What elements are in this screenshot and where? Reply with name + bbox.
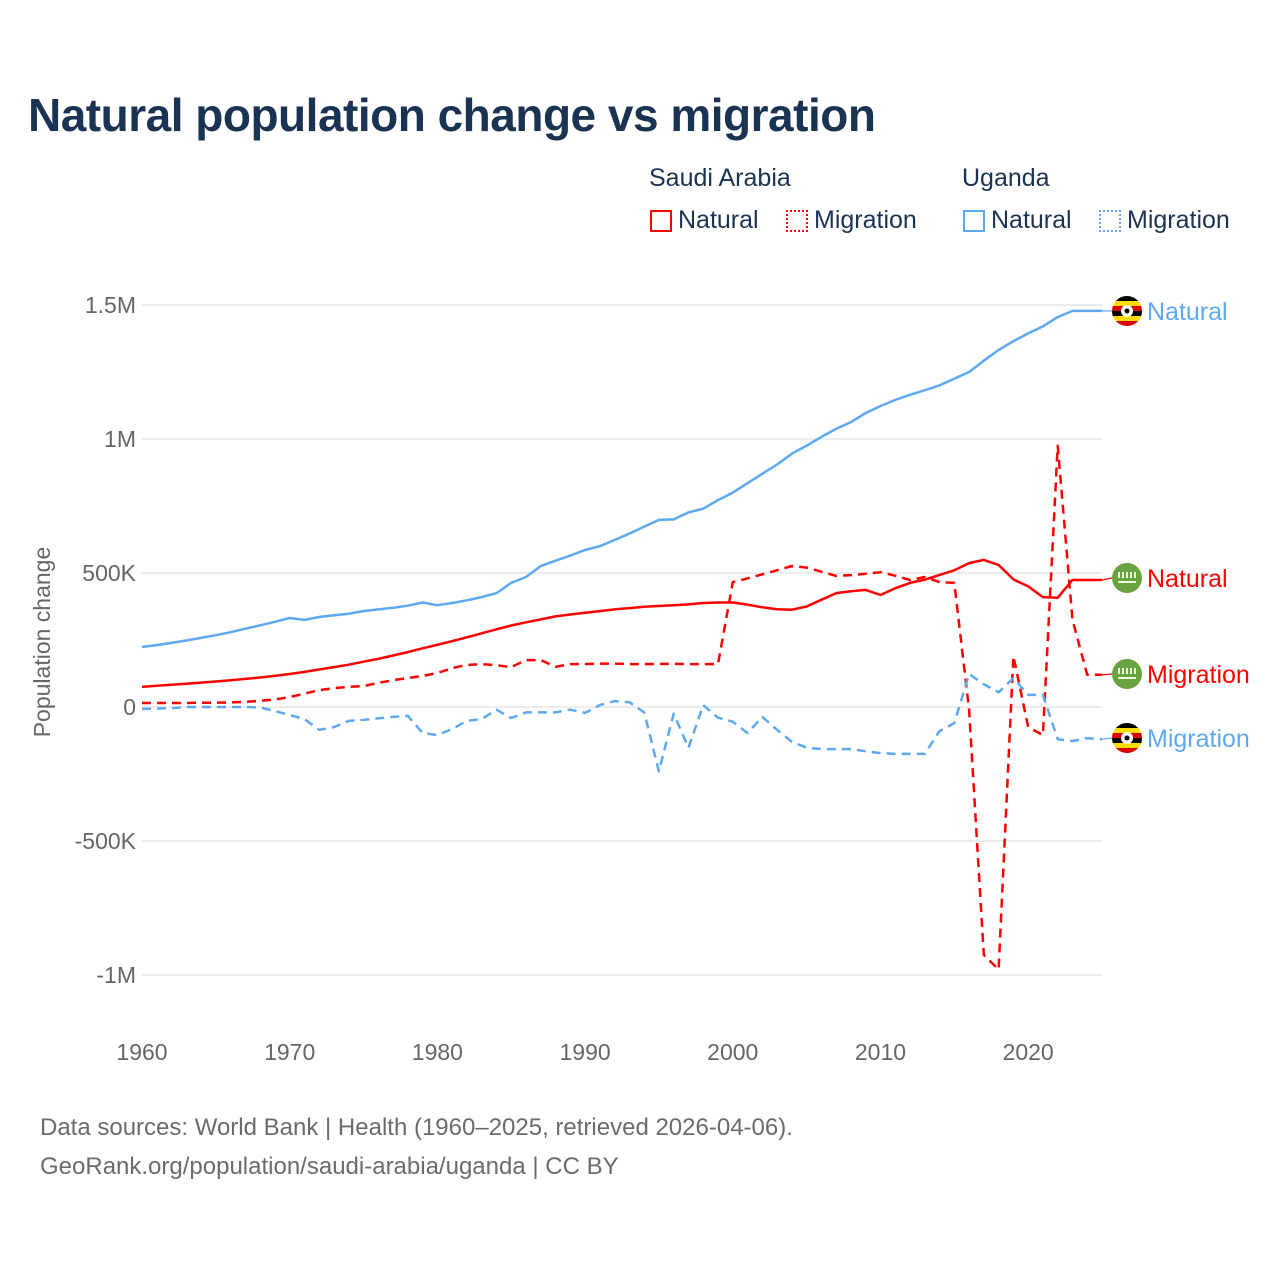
flag-stripe — [1112, 728, 1142, 733]
series-line-saudi-arabia-migration — [142, 444, 1102, 971]
series-line-saudi-arabia-natural — [141, 558, 1102, 689]
attribution-link[interactable]: GeoRank.org/population/saudi-arabia/ugan… — [40, 1153, 619, 1180]
uganda-flag-icon — [1112, 723, 1142, 753]
flag-stripe — [1112, 321, 1142, 326]
data-sources: Data sources: World Bank | Health (1960–… — [40, 1114, 793, 1141]
legend-label: Natural — [991, 206, 1072, 234]
end-label-connector — [1101, 737, 1113, 740]
legend-swatch-solid-icon — [650, 209, 672, 232]
end-label: Migration — [1147, 725, 1250, 753]
end-label: Natural — [1147, 298, 1228, 326]
uganda-flag-icon — [1112, 296, 1142, 326]
end-label-connector — [1101, 673, 1113, 676]
flag-stripe — [1112, 296, 1142, 301]
legend-label: Natural — [678, 206, 759, 234]
flag-stripe — [1112, 316, 1142, 321]
flag-stripe — [1112, 301, 1142, 306]
x-tick-label: 1980 — [412, 1039, 463, 1065]
end-label: Natural — [1147, 565, 1228, 593]
legend-swatch-solid-icon — [963, 209, 985, 232]
legend-item-saudi-migration[interactable]: Migration — [786, 206, 917, 235]
end-label-connector — [1101, 577, 1113, 581]
x-tick-label: 2010 — [855, 1039, 906, 1065]
end-label: Migration — [1147, 661, 1250, 689]
legend-item-uganda-natural[interactable]: Natural — [963, 206, 1072, 235]
legend-item-saudi-natural[interactable]: Natural — [650, 206, 759, 235]
flag-stripe — [1112, 748, 1142, 753]
y-tick-label: 0 — [123, 694, 136, 720]
x-tick-label: 1960 — [116, 1039, 167, 1065]
saudi-flag-icon — [1112, 659, 1142, 689]
y-tick-label: 1.5M — [85, 292, 136, 318]
x-tick-label: 2000 — [707, 1039, 758, 1065]
flag-crane — [1124, 308, 1130, 314]
flag-stripe — [1112, 743, 1142, 748]
legend-swatch-dotted-icon — [786, 209, 808, 232]
chart-title: Natural population change vs migration — [28, 89, 876, 141]
footer: Data sources: World Bank | Health (1960–… — [40, 1108, 793, 1186]
series-line-uganda-natural — [141, 309, 1102, 649]
y-tick-label: -1M — [96, 962, 136, 988]
flag-script — [1118, 668, 1136, 679]
legend-item-uganda-migration[interactable]: Migration — [1099, 206, 1230, 235]
flag-stripe — [1112, 723, 1142, 728]
x-tick-label: 1970 — [264, 1039, 315, 1065]
legend-group-saudi-arabia: Saudi Arabia — [649, 164, 791, 192]
y-axis-label: Population change — [29, 547, 55, 738]
y-tick-label: -500K — [75, 828, 137, 854]
x-tick-label: 1990 — [559, 1039, 610, 1065]
saudi-flag-icon — [1112, 563, 1142, 593]
flag-script — [1118, 572, 1136, 583]
y-tick-label: 500K — [82, 560, 136, 586]
series-line-uganda-migration — [141, 672, 1103, 773]
legend-swatch-dotted-icon — [1099, 209, 1121, 232]
flag-crane — [1124, 735, 1130, 741]
legend-label: Migration — [814, 206, 917, 234]
y-tick-label: 1M — [104, 426, 136, 452]
legend-label: Migration — [1127, 206, 1230, 234]
x-tick-label: 2020 — [1003, 1039, 1054, 1065]
legend-group-uganda: Uganda — [962, 164, 1050, 192]
